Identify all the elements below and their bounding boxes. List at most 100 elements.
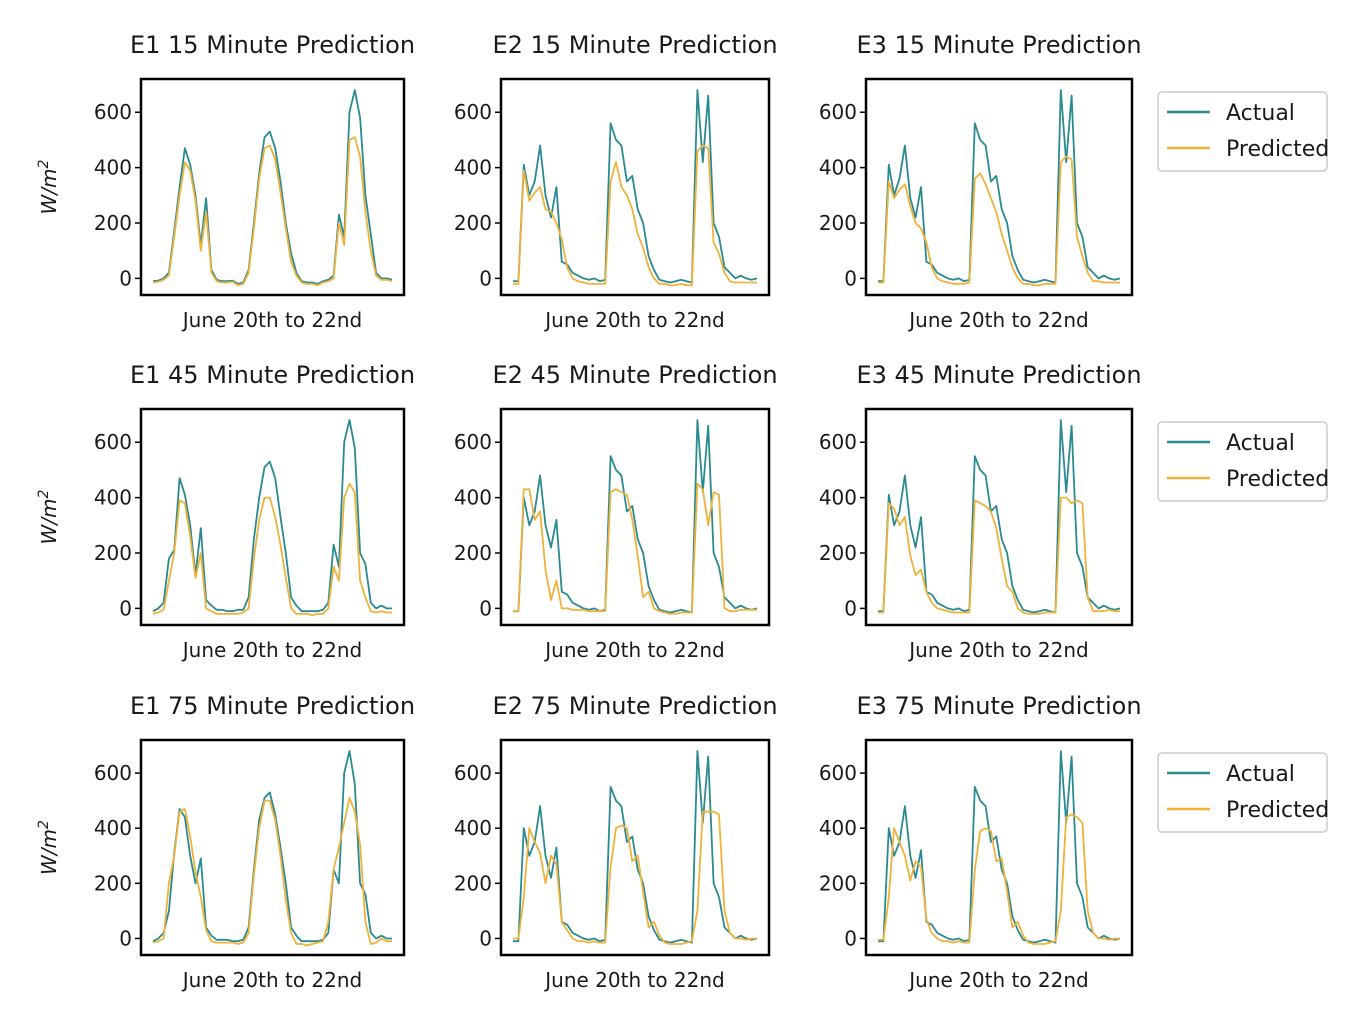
- y-tick-label: 600: [94, 761, 132, 785]
- y-tick-label: 200: [94, 211, 132, 235]
- x-axis-label: June 20th to 22nd: [907, 638, 1089, 662]
- actual-series-line: [878, 419, 1121, 614]
- predicted-series-line: [152, 136, 393, 287]
- legend-actual-label: Actual: [1226, 101, 1295, 126]
- y-axis-label-exponent: 2: [36, 489, 52, 498]
- subplot-title: E3 15 Minute Prediction: [856, 31, 1141, 59]
- x-axis-label: June 20th to 22nd: [907, 968, 1089, 992]
- y-tick-label: 600: [454, 100, 492, 124]
- predicted-series-line: [878, 496, 1120, 615]
- legend-actual-label: Actual: [1226, 431, 1295, 456]
- predicted-series-line: [513, 482, 757, 615]
- y-tick-label: 600: [454, 761, 492, 785]
- subplot-title: E1 75 Minute Prediction: [130, 692, 415, 720]
- plot-frame: [499, 407, 771, 627]
- y-tick-label: 0: [119, 266, 132, 290]
- subplot-title: E2 75 Minute Prediction: [492, 692, 777, 720]
- legend: Actual Predicted: [1157, 752, 1329, 833]
- y-tick-label: 0: [479, 266, 492, 290]
- plot-frame: [864, 738, 1134, 957]
- y-tick-label: 0: [844, 926, 857, 950]
- x-axis-label: June 20th to 22nd: [907, 308, 1089, 332]
- legend-predicted-label: Predicted: [1226, 137, 1329, 162]
- y-tick-label: 400: [454, 486, 492, 510]
- legend-actual-label: Actual: [1226, 762, 1295, 787]
- y-tick-label: 600: [454, 430, 492, 454]
- legend-predicted-label: Predicted: [1226, 798, 1329, 823]
- actual-series-line: [152, 89, 393, 285]
- actual-series-line: [513, 750, 758, 944]
- subplot-6: E3 45 Minute Prediction 0 200 400 600 June 20…: [819, 361, 1142, 662]
- plot-frame: [139, 407, 406, 627]
- subplot-grid: E1 15 Minute Prediction 0 200 400 600 June 20…: [94, 31, 1142, 992]
- y-tick-label: 200: [819, 211, 857, 235]
- actual-series-line: [513, 89, 758, 284]
- legend-group: Actual Predicted Actual Predicted Actual Pred…: [1157, 91, 1329, 833]
- subplot-title: E2 45 Minute Prediction: [492, 361, 777, 389]
- y-tick-label: 200: [94, 541, 132, 565]
- plot-frame: [499, 738, 771, 957]
- actual-series-line: [152, 750, 392, 943]
- x-axis-label: June 20th to 22nd: [181, 968, 363, 992]
- y-tick-label: 400: [454, 816, 492, 840]
- y-axis-labels: W/m2 W/m2 W/m2: [36, 159, 61, 875]
- x-axis-label: June 20th to 22nd: [543, 968, 725, 992]
- predicted-series-line: [152, 797, 392, 947]
- subplot-title: E1 15 Minute Prediction: [130, 31, 415, 59]
- y-tick-label: 600: [94, 430, 132, 454]
- y-tick-label: 200: [454, 541, 492, 565]
- subplot-3: E3 15 Minute Prediction 0 200 400 600 June 20…: [819, 31, 1142, 332]
- plot-frame: [139, 738, 406, 957]
- legend: Actual Predicted: [1157, 421, 1329, 502]
- subplot-7: E1 75 Minute Prediction 0 200 400 600 June 20…: [94, 692, 415, 992]
- x-axis-label: June 20th to 22nd: [181, 308, 363, 332]
- y-axis-label: W/m2: [36, 159, 61, 214]
- x-axis-label: June 20th to 22nd: [543, 308, 725, 332]
- predicted-series-line: [878, 155, 1120, 287]
- legend: Actual Predicted: [1157, 91, 1329, 172]
- y-tick-label: 400: [94, 816, 132, 840]
- predicted-series-line: [513, 144, 757, 287]
- subplot-1: E1 15 Minute Prediction 0 200 400 600 June 20…: [94, 31, 415, 332]
- y-tick-label: 400: [819, 156, 857, 180]
- subplot-title: E3 75 Minute Prediction: [856, 692, 1141, 720]
- subplot-title: E3 45 Minute Prediction: [856, 361, 1141, 389]
- subplot-title: E1 45 Minute Prediction: [130, 361, 415, 389]
- y-tick-label: 600: [819, 100, 857, 124]
- y-tick-label: 0: [119, 596, 132, 620]
- y-tick-label: 400: [819, 486, 857, 510]
- legend-predicted-label: Predicted: [1226, 467, 1329, 492]
- y-tick-label: 200: [454, 871, 492, 895]
- y-tick-label: 400: [94, 486, 132, 510]
- actual-series-line: [513, 419, 758, 614]
- y-tick-label: 0: [844, 596, 857, 620]
- y-tick-label: 0: [479, 596, 492, 620]
- subplot-2: E2 15 Minute Prediction 0 200 400 600 June 20…: [454, 31, 778, 332]
- y-tick-label: 600: [819, 430, 857, 454]
- x-axis-label: June 20th to 22nd: [543, 638, 725, 662]
- subplot-5: E2 45 Minute Prediction 0 200 400 600 June 20…: [454, 361, 778, 662]
- y-tick-label: 200: [94, 871, 132, 895]
- subplot-9: E3 75 Minute Prediction 0 200 400 600 June 20…: [819, 692, 1142, 992]
- y-tick-label: 200: [819, 541, 857, 565]
- y-tick-label: 600: [819, 761, 857, 785]
- x-axis-label: June 20th to 22nd: [181, 638, 363, 662]
- y-tick-label: 200: [819, 871, 857, 895]
- predicted-series-line: [152, 482, 392, 617]
- y-axis-label: W/m2: [36, 489, 61, 544]
- y-axis-label-exponent: 2: [36, 159, 52, 168]
- subplot-title: E2 15 Minute Prediction: [492, 31, 777, 59]
- y-tick-label: 0: [119, 926, 132, 950]
- y-tick-label: 400: [94, 156, 132, 180]
- y-tick-label: 200: [454, 211, 492, 235]
- y-tick-label: 400: [454, 156, 492, 180]
- y-tick-label: 600: [94, 100, 132, 124]
- plot-frame: [864, 407, 1134, 627]
- plot-frame: [499, 77, 771, 297]
- plot-frame: [139, 77, 406, 297]
- subplot-4: E1 45 Minute Prediction 0 200 400 600 June 20…: [94, 361, 415, 662]
- actual-series-line: [878, 89, 1121, 284]
- predicted-series-line: [878, 813, 1120, 945]
- y-axis-label: W/m2: [36, 820, 61, 875]
